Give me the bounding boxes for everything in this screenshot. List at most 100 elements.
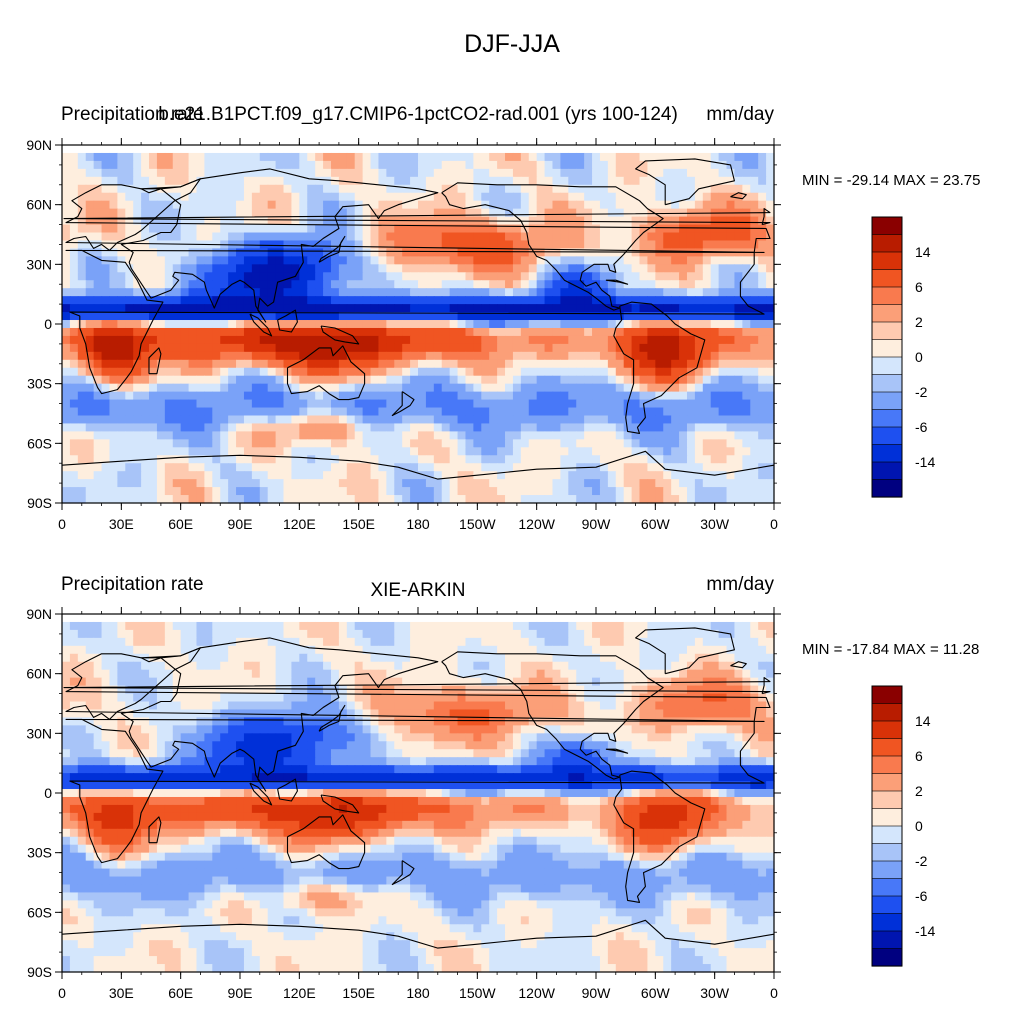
field-cell	[433, 312, 443, 321]
x-tick-label: 180	[406, 516, 430, 532]
field-cell	[663, 327, 672, 337]
field-cell	[750, 423, 759, 432]
field-cell	[370, 479, 380, 488]
field-cell	[726, 487, 736, 496]
field-cell	[62, 359, 71, 369]
y-tick-label: 0	[44, 316, 52, 332]
field-cell	[77, 224, 87, 234]
field-cell	[164, 280, 174, 289]
field-cell	[180, 621, 190, 631]
field-cell	[394, 431, 403, 440]
field-cell	[62, 335, 71, 345]
field-cell	[655, 200, 664, 210]
field-cell	[520, 288, 530, 297]
field-cell	[663, 145, 672, 154]
field-cell	[512, 423, 522, 432]
field-cell	[307, 312, 316, 321]
field-cell	[243, 439, 253, 448]
field-cell	[204, 669, 213, 679]
field-cell	[172, 629, 182, 639]
field-cell	[188, 312, 198, 321]
field-cell	[623, 375, 633, 385]
field-cell	[433, 479, 443, 488]
panel1-center-label: b.e21.B1PCT.f09_g17.CMIP6-1pctCO2-rad.00…	[158, 104, 678, 125]
field-cell	[631, 629, 641, 639]
field-cell	[584, 479, 593, 488]
field-cell	[584, 495, 593, 504]
field-cell	[607, 343, 617, 353]
field-cell	[505, 168, 514, 178]
field-cell	[512, 343, 522, 353]
field-cell	[536, 320, 546, 329]
field-cell	[362, 375, 372, 385]
field-cell	[544, 383, 554, 393]
field-cell	[354, 463, 364, 472]
field-cell	[766, 399, 775, 409]
field-cell	[734, 359, 743, 369]
field-cell	[528, 145, 538, 154]
field-cell	[204, 455, 213, 464]
field-cell	[433, 240, 443, 250]
field-cell	[101, 495, 111, 504]
field-cell	[425, 351, 435, 361]
field-cell	[85, 423, 95, 432]
field-cell	[418, 327, 427, 337]
field-cell	[204, 653, 213, 663]
field-cell	[655, 152, 664, 162]
field-cell	[457, 280, 467, 289]
field-cell	[758, 304, 767, 313]
field-cell	[291, 487, 300, 496]
field-cell	[742, 335, 751, 345]
field-cell	[758, 455, 767, 464]
field-cell	[378, 359, 387, 369]
field-cell	[251, 661, 261, 671]
field-cell	[465, 288, 474, 297]
y-tick-label: 30S	[27, 376, 52, 392]
field-cell	[599, 343, 609, 353]
field-cell	[710, 653, 720, 663]
field-cell	[236, 176, 245, 186]
field-cell	[77, 288, 87, 297]
field-cell	[133, 335, 142, 345]
map-panel-1: 0 30E 60E 90E 120E 150E 180 150W 120W 90W 60W 30W 09…	[26, 137, 935, 532]
field-cell	[552, 320, 561, 329]
field-cell	[299, 184, 308, 194]
field-cell	[109, 423, 118, 432]
field-cell	[639, 304, 649, 313]
field-cell	[402, 669, 411, 679]
field-cell	[228, 621, 237, 631]
field-cell	[362, 367, 372, 377]
field-cell	[180, 399, 190, 409]
field-cell	[212, 479, 221, 488]
field-cell	[156, 367, 166, 377]
field-cell	[576, 661, 585, 671]
field-cell	[418, 200, 427, 210]
field-cell	[742, 367, 751, 377]
field-cell	[196, 661, 205, 671]
field-cell	[338, 439, 348, 448]
field-cell	[283, 248, 293, 257]
field-cell	[671, 614, 680, 623]
field-cell	[465, 359, 474, 369]
field-cell	[584, 614, 593, 623]
field-cell	[528, 160, 538, 170]
field-cell	[552, 399, 561, 409]
field-cell	[117, 327, 126, 337]
field-cell	[378, 280, 387, 289]
field-cell	[655, 359, 664, 369]
field-cell	[330, 288, 340, 297]
field-cell	[528, 375, 538, 385]
field-cell	[172, 645, 182, 655]
field-cell	[330, 637, 340, 647]
field-cell	[330, 407, 340, 417]
field-cell	[679, 359, 688, 369]
field-cell	[671, 415, 680, 425]
field-cell	[418, 423, 427, 432]
field-cell	[77, 184, 87, 194]
field-cell	[370, 343, 380, 353]
field-cell	[473, 495, 482, 504]
field-cell	[85, 168, 95, 178]
field-cell	[196, 614, 205, 623]
field-cell	[710, 359, 720, 369]
field-cell	[251, 264, 261, 273]
